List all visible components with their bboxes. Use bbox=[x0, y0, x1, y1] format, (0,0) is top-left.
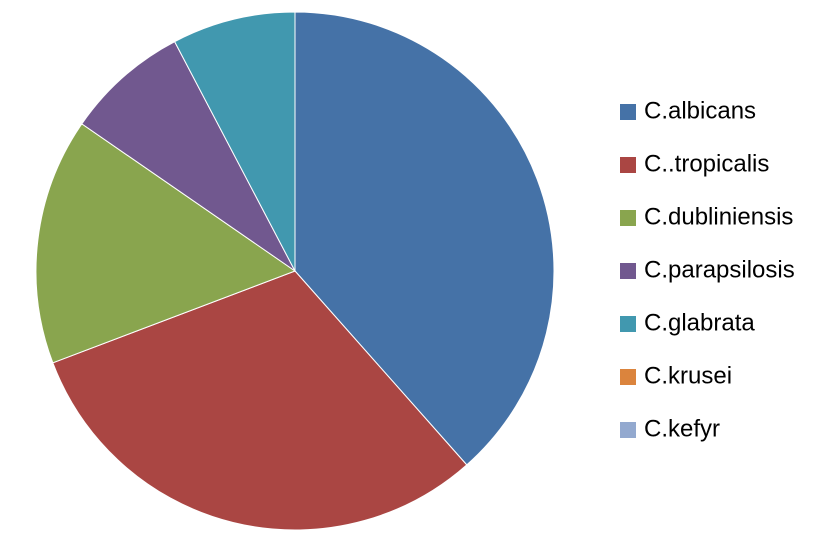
legend-label: C.kefyr bbox=[644, 415, 720, 442]
legend-swatch bbox=[620, 104, 636, 120]
legend-label: C.albicans bbox=[644, 97, 756, 124]
legend-label: C.krusei bbox=[644, 362, 732, 389]
legend-swatch bbox=[620, 316, 636, 332]
legend-swatch bbox=[620, 422, 636, 438]
pie-slice bbox=[35, 123, 297, 364]
legend-label: C..tropicalis bbox=[644, 150, 769, 177]
legend-swatch bbox=[620, 210, 636, 226]
legend-label: C.parapsilosis bbox=[644, 256, 795, 283]
pie-slice bbox=[173, 11, 296, 272]
legend-swatch bbox=[620, 263, 636, 279]
pie-slice bbox=[294, 11, 555, 466]
legend-swatch bbox=[620, 369, 636, 385]
pie-slice bbox=[52, 270, 468, 531]
legend-swatch bbox=[620, 157, 636, 173]
legend-label: C.glabrata bbox=[644, 309, 755, 336]
pie-slice bbox=[81, 40, 296, 272]
legend-label: C.dubliniensis bbox=[644, 203, 793, 230]
